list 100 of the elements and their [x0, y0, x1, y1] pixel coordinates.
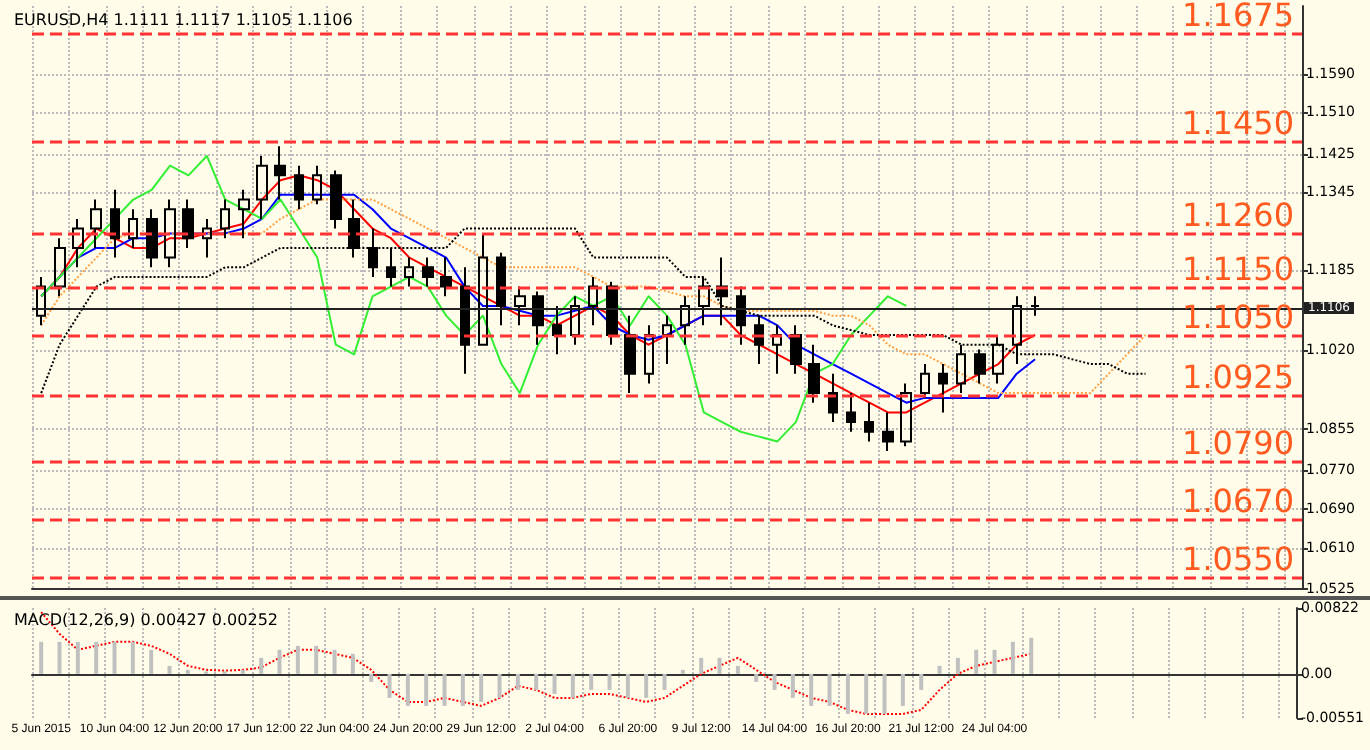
- candlestick: [238, 188, 250, 240]
- candlestick: [552, 304, 562, 356]
- candlestick: [570, 295, 580, 346]
- bar: [75, 641, 80, 674]
- bar: [900, 673, 905, 706]
- candlestick: [624, 314, 636, 395]
- bar: [662, 673, 667, 690]
- bar: [809, 673, 814, 706]
- candlestick: [1012, 295, 1022, 366]
- bar: [589, 673, 594, 690]
- candlestick: [808, 343, 820, 404]
- bar: [130, 641, 135, 674]
- candlestick: [644, 324, 654, 385]
- bar: [515, 673, 520, 690]
- candlestick: [882, 411, 894, 453]
- bar: [570, 673, 575, 698]
- bar: [94, 641, 99, 674]
- candlestick: [532, 290, 544, 346]
- candlestick: [496, 251, 506, 327]
- bar: [167, 665, 172, 674]
- candlestick: [478, 232, 488, 346]
- bar: [332, 649, 337, 674]
- chart-title: EURUSD,H4 1.1111 1.1117 1.1105 1.1106: [14, 11, 353, 29]
- candlestick: [404, 256, 414, 288]
- candlestick: [772, 324, 782, 375]
- bar: [552, 673, 557, 694]
- ref-line-label: 1.1150: [1182, 249, 1294, 288]
- candlestick: [1030, 295, 1040, 317]
- bar: [974, 649, 979, 674]
- bar: [295, 645, 300, 674]
- candlestick: [36, 275, 46, 327]
- candlestick: [514, 285, 526, 327]
- candlestick: [662, 314, 672, 366]
- candlestick: [330, 169, 342, 230]
- line-series: [40, 154, 908, 443]
- ref-line-label: 1.0790: [1182, 423, 1294, 462]
- bar: [717, 657, 722, 674]
- candlestick: [110, 188, 120, 259]
- candlestick: [864, 401, 874, 443]
- bar: [350, 653, 355, 674]
- bar: [424, 673, 429, 706]
- bar: [259, 657, 264, 674]
- candlestick: [440, 256, 452, 298]
- bar: [39, 641, 44, 674]
- candlestick: [460, 266, 470, 375]
- bar: [919, 673, 924, 690]
- candlestick: [164, 198, 176, 269]
- bar: [882, 673, 887, 714]
- chart-title: MACD(12,26,9) 0.00427 0.00252: [14, 611, 279, 629]
- candlestick: [182, 198, 194, 249]
- candlestick: [900, 382, 912, 448]
- bar: [754, 673, 759, 682]
- bar: [864, 673, 869, 714]
- bar: [845, 673, 850, 714]
- ref-line-label: 1.0550: [1182, 539, 1294, 578]
- candlestick: [72, 217, 84, 269]
- candlestick: [220, 198, 230, 240]
- bar: [955, 657, 960, 674]
- candlestick: [90, 198, 102, 249]
- candlestick: [920, 363, 930, 399]
- bar: [790, 673, 795, 698]
- bar: [314, 645, 319, 674]
- bar: [460, 673, 465, 706]
- candlestick: [698, 275, 710, 327]
- candlestick: [790, 324, 802, 375]
- candlestick: [274, 145, 286, 201]
- candlestick: [974, 348, 986, 385]
- bar: [277, 649, 282, 674]
- candlestick: [828, 372, 838, 424]
- candlestick: [736, 285, 746, 346]
- ref-line-label: 1.1450: [1182, 104, 1294, 143]
- ref-line-label: 1.0670: [1182, 481, 1294, 520]
- bar: [607, 673, 612, 690]
- bar: [644, 673, 649, 698]
- candlestick: [938, 363, 948, 414]
- bar: [534, 673, 539, 690]
- candlestick: [146, 208, 158, 269]
- bar: [625, 673, 630, 698]
- candlestick: [294, 164, 304, 211]
- candlestick: [422, 256, 434, 288]
- candlestick: [312, 164, 322, 206]
- candlestick: [606, 280, 618, 346]
- bar: [405, 673, 410, 706]
- bar: [369, 673, 374, 682]
- bar: [57, 641, 62, 674]
- bar: [387, 673, 392, 698]
- bar: [772, 673, 777, 690]
- bar: [735, 665, 740, 674]
- bar: [699, 657, 704, 674]
- candlestick: [588, 275, 598, 327]
- bar: [497, 673, 502, 698]
- bar: [1029, 637, 1034, 674]
- candlestick: [386, 246, 396, 288]
- candlestick: [256, 154, 268, 220]
- candlestick: [846, 392, 856, 433]
- candlestick: [54, 237, 66, 298]
- ref-line-label: 1.1260: [1182, 196, 1294, 235]
- bar: [827, 673, 832, 706]
- ref-line-label: 1.1050: [1182, 298, 1294, 336]
- candlestick: [680, 295, 690, 346]
